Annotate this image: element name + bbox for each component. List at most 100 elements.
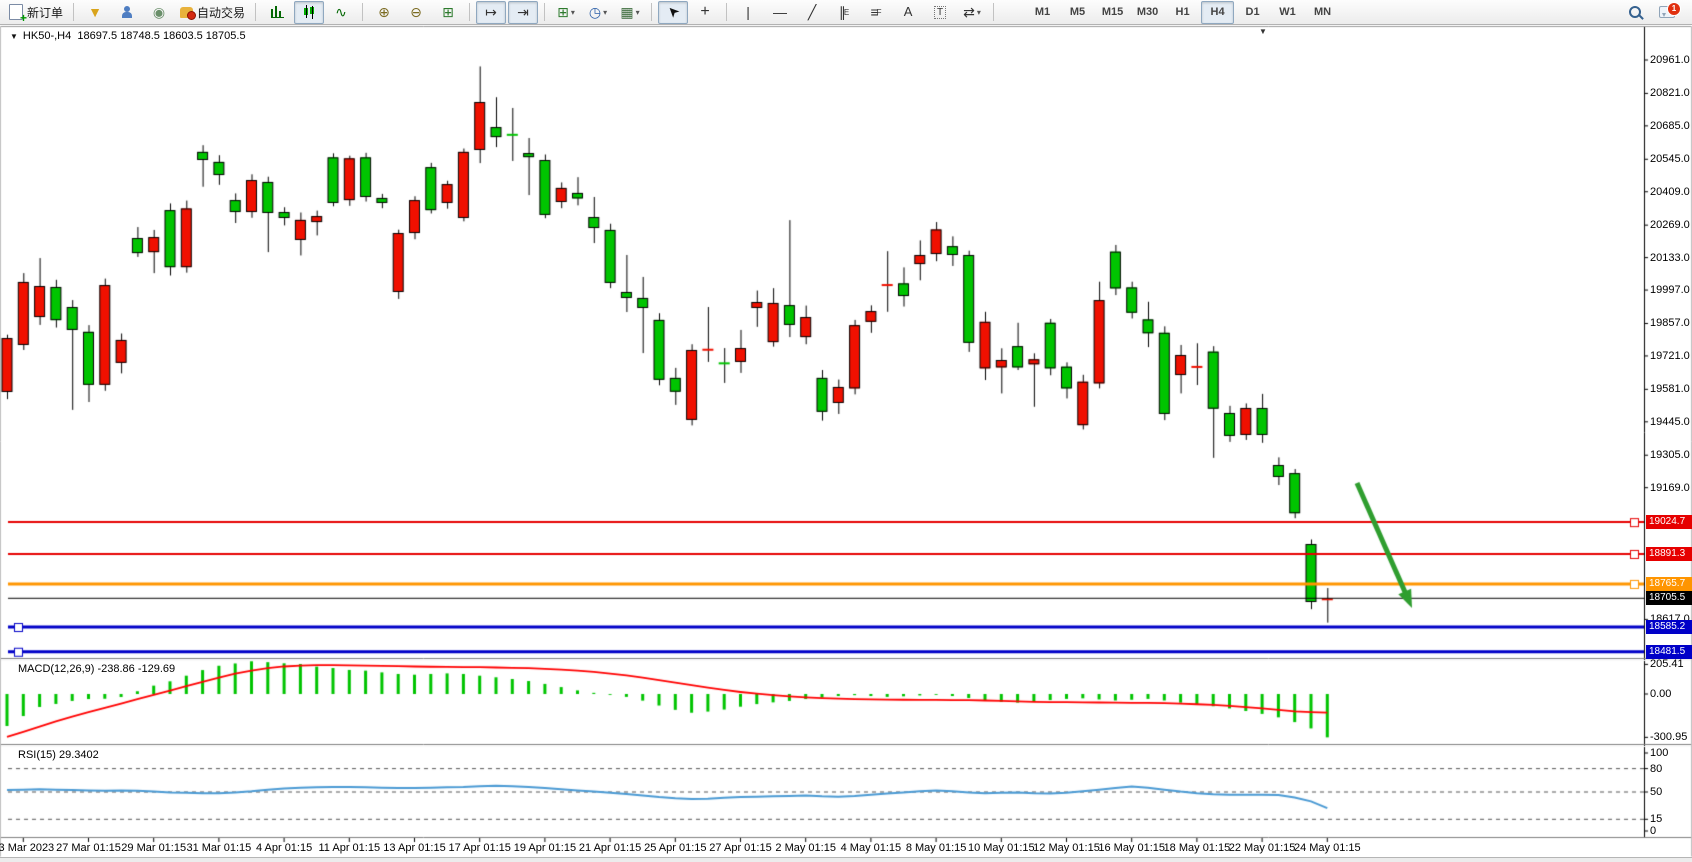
- timeframe-m1[interactable]: M1: [1034, 6, 1051, 18]
- new-order-button[interactable]: 新订单: [5, 1, 67, 25]
- toolbar-separator: [993, 3, 995, 21]
- time-axis-label: 21 Apr 01:15: [578, 842, 642, 854]
- chevron-down-icon: ▾: [570, 7, 575, 17]
- toolbar: 新订单▼◉自动交易∿⊕⊖⊞↦⇥⊞▾◷▾▦▾➤+|—╱∥E≡FAT⇄▾M1M5M1…: [0, 0, 1692, 25]
- toolbar-separator: [255, 3, 257, 21]
- cursor-icon: ➤: [663, 2, 683, 22]
- chart-title: ▼ HK50-,H4 18697.5 18748.5 18603.5 18705.…: [10, 30, 246, 42]
- timeframe-m5[interactable]: M5: [1069, 6, 1086, 18]
- time-axis-label: 22 May 01:15: [1228, 842, 1296, 854]
- status-strip: [0, 857, 1692, 862]
- chart-shift-button[interactable]: ⇥: [508, 0, 539, 24]
- rsi-indicator-label: RSI(15) 29.3402: [18, 749, 99, 761]
- new-chart-icon: ⊞: [557, 4, 569, 20]
- time-axis-label: 16 May 01:15: [1098, 842, 1166, 854]
- toolbar-separator: [726, 3, 728, 21]
- vertical-line-button[interactable]: |: [733, 1, 763, 24]
- text-button[interactable]: A: [893, 1, 923, 24]
- macd-axis-tick: -300.95: [1650, 731, 1688, 744]
- time-axis-label: 24 May 01:15: [1293, 842, 1361, 854]
- horizontal-line-button[interactable]: —: [765, 1, 795, 24]
- chevron-down-icon: ▾: [603, 7, 608, 17]
- search-button[interactable]: [1620, 1, 1650, 24]
- bar-chart-button[interactable]: [262, 1, 292, 24]
- timeframe-w1[interactable]: W1: [1279, 6, 1296, 18]
- timeframe-h1[interactable]: H1: [1175, 6, 1190, 18]
- trendline-button[interactable]: ╱: [797, 1, 827, 24]
- timeframe-h4[interactable]: H4: [1201, 0, 1235, 24]
- page-plus-icon: [9, 4, 27, 25]
- vline-icon: |: [746, 4, 750, 20]
- periods-button[interactable]: ◷ ▾: [583, 1, 613, 24]
- time-axis-label: 13 Apr 01:15: [383, 842, 446, 854]
- price-axis-tick: 19997.0: [1650, 284, 1690, 297]
- time-axis-label: 27 Apr 01:15: [709, 842, 772, 854]
- timeframe-m15[interactable]: M15: [1101, 6, 1124, 18]
- new-chart-button[interactable]: ⊞ ▾: [551, 1, 581, 24]
- time-axis-label: 8 May 01:15: [905, 842, 967, 854]
- time-axis-label: 10 May 01:15: [967, 842, 1035, 854]
- price-axis-tick: 19581.0: [1650, 383, 1690, 396]
- mql-community-button[interactable]: ▼: [80, 1, 110, 24]
- zoom-out-button[interactable]: ⊖: [401, 1, 431, 24]
- macd-indicator-label: MACD(12,26,9) -238.86 -129.69: [18, 663, 176, 675]
- candlestick-button[interactable]: [294, 0, 325, 24]
- rsi-axis-tick: 0: [1650, 825, 1657, 837]
- collapse-arrow-icon[interactable]: ▼: [10, 32, 18, 41]
- hline-price-tag: 18891.3: [1646, 546, 1692, 561]
- price-axis-tick: 19169.0: [1650, 481, 1690, 494]
- hline-price-tag: 18585.2: [1646, 620, 1692, 635]
- label-button[interactable]: T: [925, 1, 955, 24]
- timeframe-mn[interactable]: MN: [1313, 6, 1332, 18]
- fibonacci-button[interactable]: ≡ F: [861, 1, 891, 24]
- person-icon: [121, 6, 133, 18]
- trendline-icon: ╱: [807, 4, 817, 20]
- label-icon: T: [933, 5, 947, 19]
- zoom-in-button[interactable]: ⊕: [369, 1, 399, 24]
- market-button[interactable]: ◉: [144, 1, 174, 24]
- time-axis-label: 2 May 01:15: [775, 842, 836, 854]
- candlestick-icon: [302, 5, 317, 19]
- zoom-out-icon: ⊖: [410, 4, 422, 20]
- crosshair-button[interactable]: +: [690, 1, 720, 24]
- channel-icon: ∥: [838, 4, 846, 20]
- time-axis-label: 17 Apr 01:15: [448, 842, 511, 854]
- tile-windows-icon: ⊞: [442, 4, 454, 20]
- hline-icon: —: [773, 4, 788, 20]
- notification-badge: 1: [1667, 2, 1681, 16]
- time-axis-label: 12 May 01:15: [1033, 842, 1100, 854]
- current-price-tag: 18705.5: [1646, 591, 1692, 606]
- timeframe-m30[interactable]: M30: [1136, 6, 1159, 18]
- search-icon: [1629, 6, 1641, 18]
- zoom-in-icon: ⊕: [378, 4, 390, 20]
- price-axis-tick: 20961.0: [1650, 54, 1690, 66]
- time-axis-label: 23 Mar 2023: [0, 842, 55, 854]
- signals-button[interactable]: [112, 1, 142, 24]
- funnel-icon: ▼: [88, 4, 102, 20]
- autotrading-button[interactable]: 自动交易: [176, 1, 249, 24]
- line-chart-icon: ∿: [335, 4, 347, 20]
- templates-icon: ▦: [620, 4, 634, 20]
- channel-button[interactable]: ∥ E: [829, 1, 859, 24]
- auto-scroll-icon: ↦: [485, 4, 497, 20]
- tile-windows-button[interactable]: ⊞: [433, 1, 463, 24]
- timeframe-d1[interactable]: D1: [1245, 6, 1260, 18]
- cursor-button[interactable]: ➤: [658, 0, 689, 24]
- toolbar-separator: [544, 3, 546, 21]
- shapes-button[interactable]: ⇄ ▾: [957, 1, 987, 24]
- price-axis-tick: 20685.0: [1650, 119, 1690, 132]
- bar-chart-icon: [270, 6, 284, 18]
- chevron-down-icon: ▾: [976, 7, 981, 17]
- price-axis-tick: 20821.0: [1650, 87, 1690, 100]
- notifications-button[interactable]: 1: [1652, 1, 1682, 24]
- broadcast-icon: ◉: [152, 4, 166, 20]
- chart-shift-marker-icon[interactable]: ▼: [1259, 27, 1267, 36]
- toolbar-separator: [469, 3, 471, 21]
- templates-button[interactable]: ▦ ▾: [615, 1, 645, 24]
- auto-scroll-button[interactable]: ↦: [476, 0, 507, 24]
- line-chart-button[interactable]: ∿: [326, 1, 356, 24]
- price-axis-tick: 19857.0: [1650, 317, 1690, 330]
- hline-price-tag: 18481.5: [1646, 644, 1692, 659]
